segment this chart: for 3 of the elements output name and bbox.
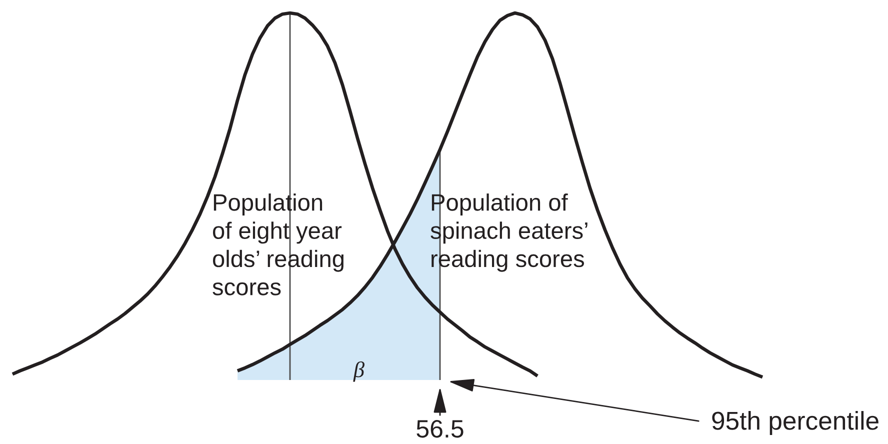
text: 95th percentile	[712, 411, 878, 435]
annotation: 56.5	[416, 420, 464, 438]
series-label: β	[353, 361, 364, 382]
